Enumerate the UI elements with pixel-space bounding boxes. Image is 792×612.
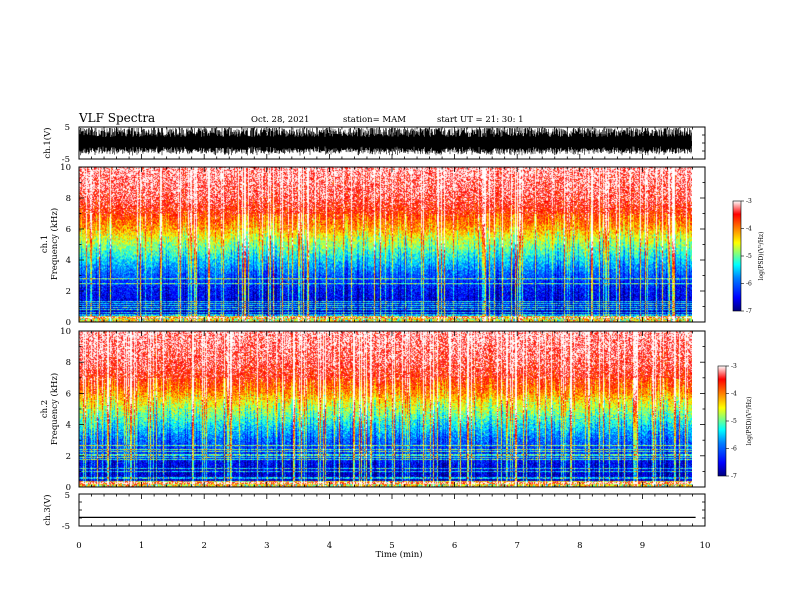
station-label: station= MAM — [343, 115, 406, 125]
y-tick-label: 0 — [66, 318, 71, 328]
x-tick-label: 6 — [452, 541, 457, 551]
x-tick-label: 8 — [577, 541, 582, 551]
colorbar-tick-label: -3 — [731, 363, 737, 370]
y-tick-label: 2 — [66, 452, 71, 462]
colorbar-tick-label: -6 — [746, 281, 752, 288]
ch1-waveform-ylabel: ch.1(V) — [42, 127, 53, 158]
y-tick-label: 10 — [60, 163, 71, 173]
ch3-ytick-bottom: -5 — [62, 522, 70, 532]
time-axis-label: Time (min) — [375, 549, 422, 560]
ch1-spec-ylabel: Frequency (kHz) — [49, 208, 60, 280]
time-axis-labels: 0 1 2 3 4 5 6 7 8 9 10 — [76, 541, 710, 551]
ch1-spec-yticks: 0 2 4 6 8 10 — [60, 126, 705, 527]
y-tick-label: 10 — [60, 327, 71, 337]
colorbar-tick-label: -7 — [731, 473, 737, 480]
ch1-colorbar — [732, 200, 742, 312]
x-tick-label: 5 — [389, 541, 394, 551]
ch1-spectrogram-image — [79, 167, 692, 322]
ch1-colorbar-label: log(PSD)(V²/Hz) — [758, 232, 765, 281]
ch1-ytick-bottom: -5 — [62, 155, 70, 165]
x-tick-label: 3 — [264, 541, 269, 551]
ch2-spec-ylabel-top: ch.2 — [40, 400, 50, 418]
y-tick-label: 8 — [66, 194, 71, 204]
y-tick-label: 0 — [66, 483, 71, 493]
ch1-colorbar-ticks: -3 -4 -5 -6 -7 — [741, 198, 752, 315]
ch2-spec-yticks: 0 2 4 6 8 10 — [60, 327, 705, 493]
ch2-colorbar-label: log(PSD)(V²/Hz) — [746, 397, 753, 446]
time-axis-ticks — [78, 127, 706, 526]
y-tick-label: 6 — [66, 225, 71, 235]
colorbar-tick-label: -3 — [746, 198, 752, 205]
ch2-colorbar-ticks: -3 -4 -5 -6 -7 — [726, 363, 737, 480]
x-tick-label: 10 — [700, 541, 711, 551]
ch1-waveform-trace — [78, 128, 692, 156]
x-tick-label: 0 — [76, 541, 81, 551]
colorbar-tick-label: -5 — [746, 253, 752, 260]
ch1-ytick-top: 5 — [65, 123, 70, 133]
colorbar-tick-label: -6 — [731, 446, 737, 453]
y-tick-label: 4 — [66, 421, 71, 431]
ch1-spec-ylabel-top: ch.1 — [40, 235, 50, 253]
ch2-colorbar — [717, 365, 727, 477]
y-tick-label: 4 — [66, 256, 71, 266]
start-time-label: start UT = 21: 30: 1 — [437, 115, 524, 125]
colorbar-tick-label: -5 — [731, 418, 737, 425]
x-tick-label: 2 — [201, 541, 206, 551]
x-tick-label: 4 — [327, 541, 332, 551]
x-tick-label: 7 — [514, 541, 519, 551]
x-tick-label: 9 — [640, 541, 645, 551]
y-tick-label: 8 — [66, 358, 71, 368]
colorbar-tick-label: -4 — [731, 391, 737, 398]
colorbar-tick-label: -4 — [746, 226, 752, 233]
y-tick-label: 6 — [66, 389, 71, 399]
date-label: Oct. 28, 2021 — [251, 115, 309, 125]
colorbar-tick-label: -7 — [746, 308, 752, 315]
x-tick-label: 1 — [139, 541, 144, 551]
ch2-spec-ylabel: Frequency (kHz) — [49, 373, 60, 445]
ch2-spectrogram-image — [79, 331, 692, 487]
y-tick-label: 2 — [66, 287, 71, 297]
ch1-waveform-core — [79, 141, 692, 146]
ch3-waveform-ylabel: ch.3(V) — [42, 494, 53, 525]
figure-title: VLF Spectra — [78, 111, 155, 125]
ch3-ytick-top: 5 — [65, 491, 70, 501]
